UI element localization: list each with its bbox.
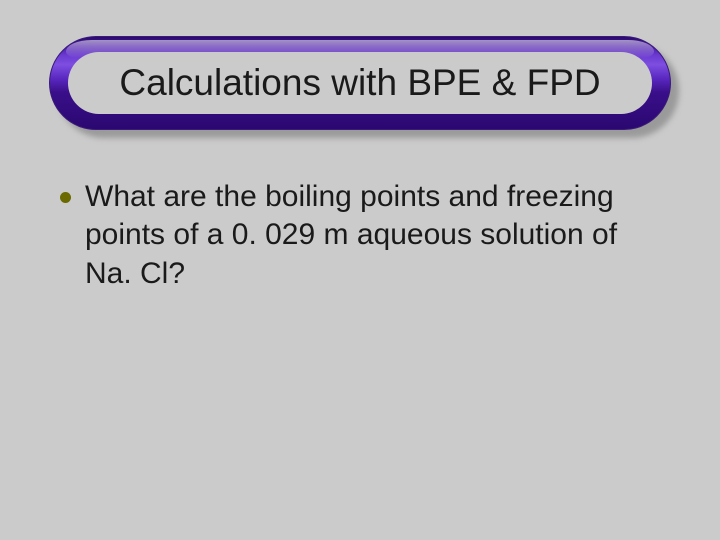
bullet-text: What are the boiling points and freezing…	[85, 178, 660, 293]
bullet-dot-icon	[60, 192, 71, 203]
title-pill: Calculations with BPE & FPD	[49, 36, 671, 130]
content-area: What are the boiling points and freezing…	[60, 178, 660, 293]
title-inner: Calculations with BPE & FPD	[68, 52, 652, 114]
bullet-item: What are the boiling points and freezing…	[60, 178, 660, 293]
slide-title: Calculations with BPE & FPD	[119, 62, 600, 104]
title-container: Calculations with BPE & FPD	[49, 36, 671, 130]
